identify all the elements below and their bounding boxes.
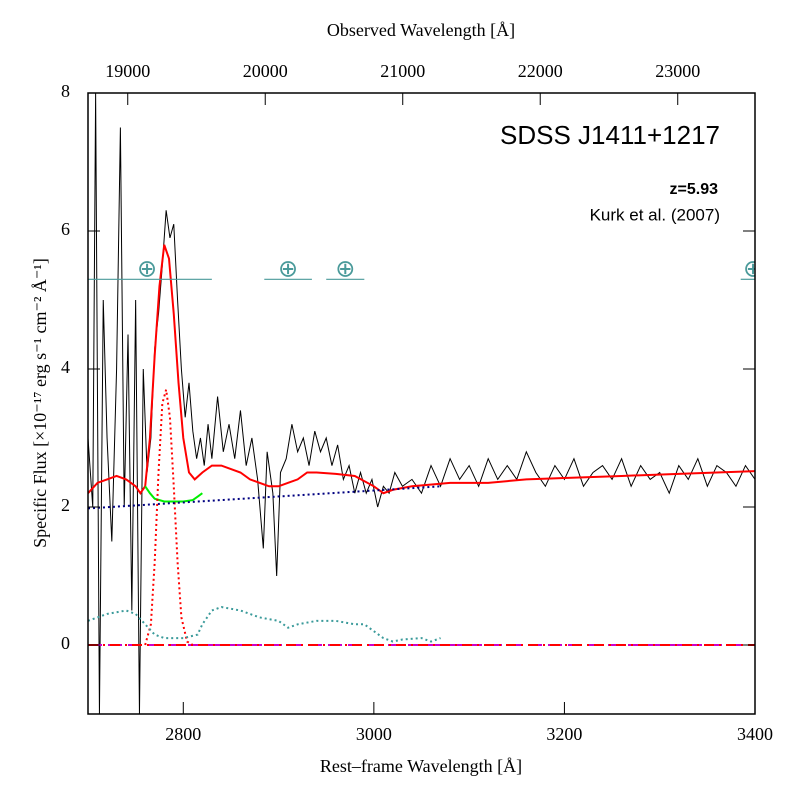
- x2-tick-label: 22000: [518, 61, 563, 81]
- series-line: [88, 244, 755, 495]
- series-line: [88, 93, 755, 714]
- x2-tick-label: 21000: [380, 61, 425, 81]
- y-tick-label: 6: [61, 219, 70, 239]
- annotation: Kurk et al. (2007): [590, 205, 720, 224]
- x2-tick-label: 23000: [655, 61, 700, 81]
- x-tick-label: 3400: [737, 724, 773, 744]
- x2-axis-label: Observed Wavelength [Å]: [327, 20, 515, 40]
- series-line: [88, 485, 441, 510]
- y-axis-label: Specific Flux [×10⁻¹⁷ erg s⁻¹ cm⁻² Å⁻¹]: [30, 258, 50, 548]
- series-line: [144, 389, 194, 646]
- telluric-symbol: ⊕: [335, 256, 355, 283]
- telluric-symbol: ⊕: [743, 256, 763, 283]
- series-line: [88, 606, 441, 643]
- y-tick-label: 4: [61, 357, 70, 377]
- x2-tick-label: 20000: [243, 61, 288, 81]
- y-tick-label: 0: [61, 633, 70, 653]
- annotation: z=5.93: [670, 181, 719, 198]
- telluric-symbol: ⊕: [137, 256, 157, 283]
- y-tick-label: 2: [61, 495, 70, 515]
- x-axis-label: Rest–frame Wavelength [Å]: [320, 756, 522, 776]
- x-tick-label: 3000: [356, 724, 392, 744]
- x2-tick-label: 19000: [105, 61, 150, 81]
- telluric-symbol: ⊕: [278, 256, 298, 283]
- y-tick-label: 8: [61, 81, 70, 101]
- x-tick-label: 3200: [546, 724, 582, 744]
- series-line: [144, 485, 203, 503]
- plot-frame: [87, 92, 756, 715]
- x-tick-label: 2800: [165, 724, 201, 744]
- chart-title: SDSS J1411+1217: [500, 120, 720, 150]
- plot-area: ⊕ ⊕ ⊕ ⊕: [88, 93, 763, 714]
